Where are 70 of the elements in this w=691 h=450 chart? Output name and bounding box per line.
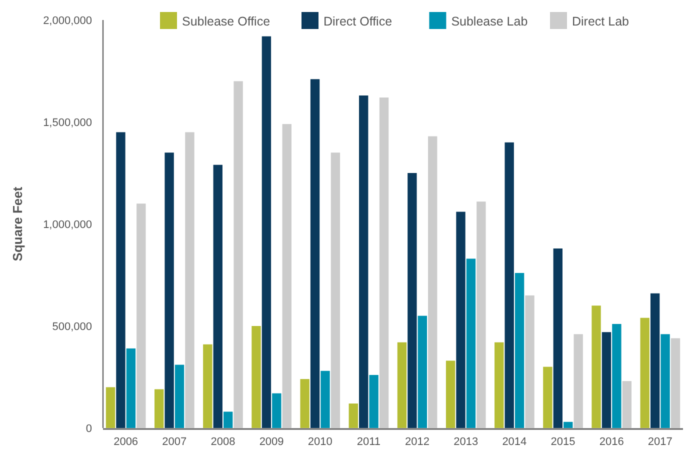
bar [223, 412, 233, 428]
bar [543, 366, 552, 428]
legend-label: Sublease Office [182, 14, 270, 28]
bar [574, 334, 583, 428]
bar [252, 326, 261, 428]
bar [126, 348, 136, 428]
x-tick-label: 2011 [356, 436, 381, 448]
legend-label: Direct Lab [572, 14, 630, 28]
y-tick-label: 0 [86, 422, 92, 435]
bar [494, 342, 504, 428]
bar [564, 422, 573, 428]
bar [348, 404, 358, 428]
x-tick-label: 2013 [454, 436, 478, 448]
bar [504, 142, 514, 428]
x-tick-label: 2016 [599, 436, 624, 448]
bar [164, 152, 174, 428]
bar [476, 202, 486, 428]
bar [106, 387, 116, 428]
y-tick-label: 2,000,000 [43, 14, 92, 27]
bar [320, 370, 330, 428]
y-axis-title: Square Feet [10, 186, 25, 262]
legend-label: Direct Office [324, 14, 392, 28]
bar [203, 344, 212, 428]
x-tick-label: 2017 [648, 436, 672, 448]
x-tick-label: 2006 [114, 436, 138, 448]
y-tick-label: 1,000,000 [43, 218, 92, 231]
bar [310, 79, 320, 428]
bar [185, 132, 194, 428]
bar [466, 258, 476, 428]
y-tick-label: 500,000 [52, 320, 92, 333]
bar [602, 332, 612, 428]
bar [553, 248, 563, 428]
x-tick-label: 2008 [210, 436, 236, 448]
bar [650, 293, 660, 428]
bar [282, 124, 292, 428]
bar [670, 338, 680, 428]
bar [234, 81, 243, 428]
x-tick-label: 2012 [405, 436, 430, 448]
bar [379, 98, 389, 428]
x-tick-label: 2015 [550, 436, 576, 448]
bar [116, 132, 126, 428]
bar [408, 173, 417, 428]
x-tick-label: 2009 [259, 436, 284, 448]
bar [136, 204, 146, 428]
bar [272, 393, 282, 428]
bar [330, 152, 340, 428]
bar [154, 389, 164, 428]
bar [300, 379, 310, 428]
bar [213, 164, 222, 428]
x-tick-label: 2014 [502, 436, 527, 448]
bar [418, 316, 427, 428]
bar [660, 334, 670, 428]
bar [262, 36, 272, 428]
legend-label: Sublease Lab [451, 14, 528, 28]
bar [514, 272, 524, 428]
x-tick-label: 2010 [308, 436, 332, 448]
bar [525, 295, 534, 428]
bar [359, 95, 368, 428]
bar [456, 212, 466, 428]
bar [446, 360, 456, 428]
bar [622, 381, 632, 428]
bar [592, 306, 601, 428]
bar [397, 342, 407, 428]
y-tick-label: 1,500,000 [43, 116, 92, 129]
bar [428, 136, 438, 428]
bar [174, 364, 184, 428]
bar [612, 324, 622, 428]
x-tick-label: 2007 [162, 436, 187, 448]
bar [369, 374, 378, 428]
bar [640, 318, 650, 428]
